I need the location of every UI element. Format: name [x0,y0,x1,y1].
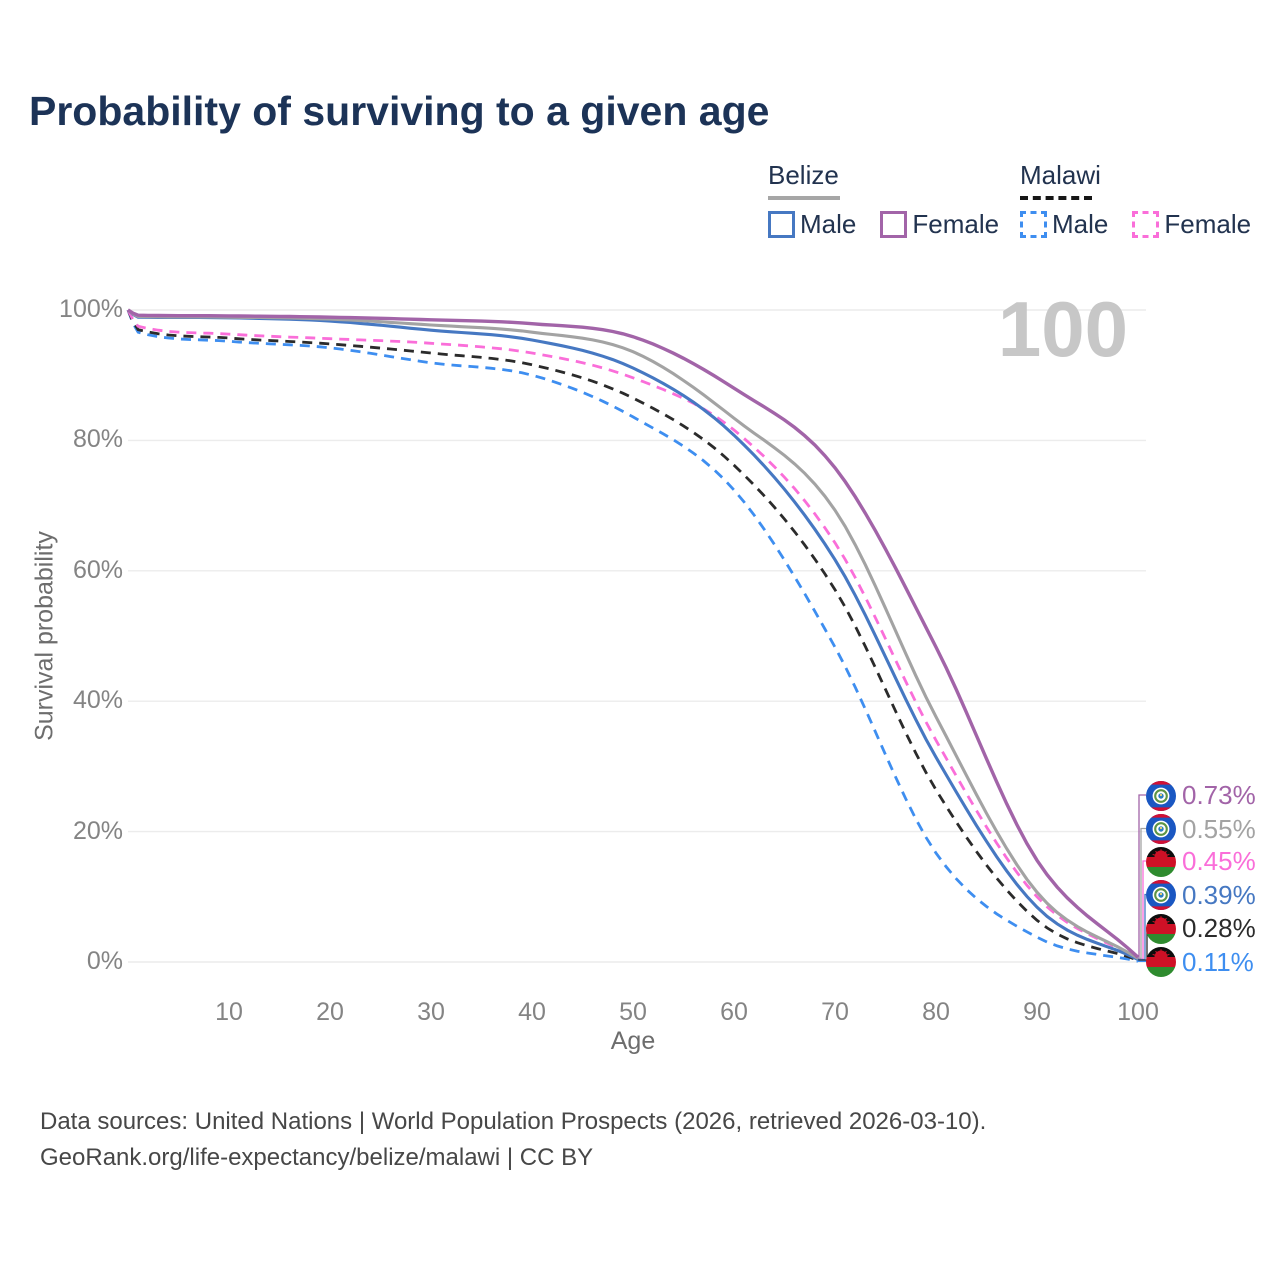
legend-item-malawi-female[interactable]: Female [1132,209,1251,240]
curve-malawi-female[interactable] [126,309,1139,961]
end-label-value: 0.55% [1182,813,1256,844]
belize-flag-icon [1146,814,1176,844]
belize-flag-icon [1146,880,1176,910]
x-tick-100: 100 [1117,998,1159,1026]
x-tick-80: 80 [922,998,950,1026]
end-label-connector [1138,827,1146,960]
y-tick-100pct: 100% [59,294,123,323]
legend-item-belize-male[interactable]: Male [768,209,856,240]
legend-item-belize-female[interactable]: Female [880,209,999,240]
legend-swatch-icon [1132,211,1160,238]
legend-group-belize: Belize Male Female [768,160,999,240]
end-label-value: 0.73% [1182,780,1256,810]
x-axis-title: Age [610,1027,656,1055]
curve-belize-male[interactable] [126,308,1139,961]
legend-swatch-icon [1020,211,1047,238]
legend-item-label: Male [1052,209,1109,239]
page-title: Probability of surviving to a given age [29,88,770,134]
end-label-connector [1138,893,1146,961]
y-tick-20pct: 20% [72,816,123,845]
legend-swatch-icon [768,211,795,238]
legend-swatch-icon [880,211,908,238]
attribution-note: GeoRank.org/life-expectancy/belize/malaw… [40,1144,594,1171]
curve-belize-female[interactable] [127,308,1140,959]
curve-malawi-both-sexes-[interactable] [126,309,1139,962]
y-tick-60pct: 60% [72,555,123,584]
x-tick-70: 70 [821,998,849,1026]
legend-item-label: Male [800,209,857,239]
y-tick-40pct: 40% [72,686,123,715]
end-label-value: 0.11% [1182,946,1254,977]
malawi-flag-icon [1146,846,1176,877]
legend-country-belize[interactable]: Belize [768,160,839,190]
x-tick-40: 40 [518,998,546,1026]
belize-flag-icon [1146,780,1176,811]
legend-item-label: Female [1164,209,1252,239]
legend-country-malawi[interactable]: Malawi [1020,160,1101,190]
x-tick-20: 20 [316,998,344,1026]
end-label-malawi-female: 0.45% [1146,846,1256,877]
y-axis-title: Survival probability [30,531,59,741]
x-tick-30: 30 [417,998,445,1026]
x-tick-60: 60 [720,998,748,1026]
end-label-belize-female: 0.73% [1146,780,1256,811]
legend-linestyle-sample-malawi [1020,196,1092,200]
x-tick-90: 90 [1023,998,1051,1026]
y-tick-0pct: 0% [86,946,123,975]
x-tick-10: 10 [215,998,243,1026]
data-sources-note: Data sources: United Nations | World Pop… [40,1108,987,1135]
legend-group-malawi: Malawi Male Female [1020,160,1251,240]
age-counter-watermark: 100 [997,285,1128,373]
malawi-flag-icon [1146,913,1176,944]
end-label-value: 0.45% [1182,846,1256,876]
end-label-belize-male: 0.39% [1146,880,1256,911]
x-tick-50: 50 [619,998,647,1026]
curve-belize-both-sexes-[interactable] [127,308,1139,960]
legend-linestyle-sample-belize [768,196,840,200]
legend-item-label: Female [912,209,1000,239]
curve-malawi-male[interactable] [126,309,1139,963]
end-label-malawi-both-sexes-: 0.28% [1146,913,1256,944]
end-label-malawi-male: 0.11% [1146,947,1254,978]
legend-item-malawi-male[interactable]: Male [1020,209,1108,240]
end-label-value: 0.28% [1182,913,1256,943]
y-tick-80pct: 80% [72,425,123,454]
end-label-belize-both-sexes-: 0.55% [1146,814,1256,845]
malawi-flag-icon [1146,947,1176,977]
end-label-value: 0.39% [1182,879,1256,910]
